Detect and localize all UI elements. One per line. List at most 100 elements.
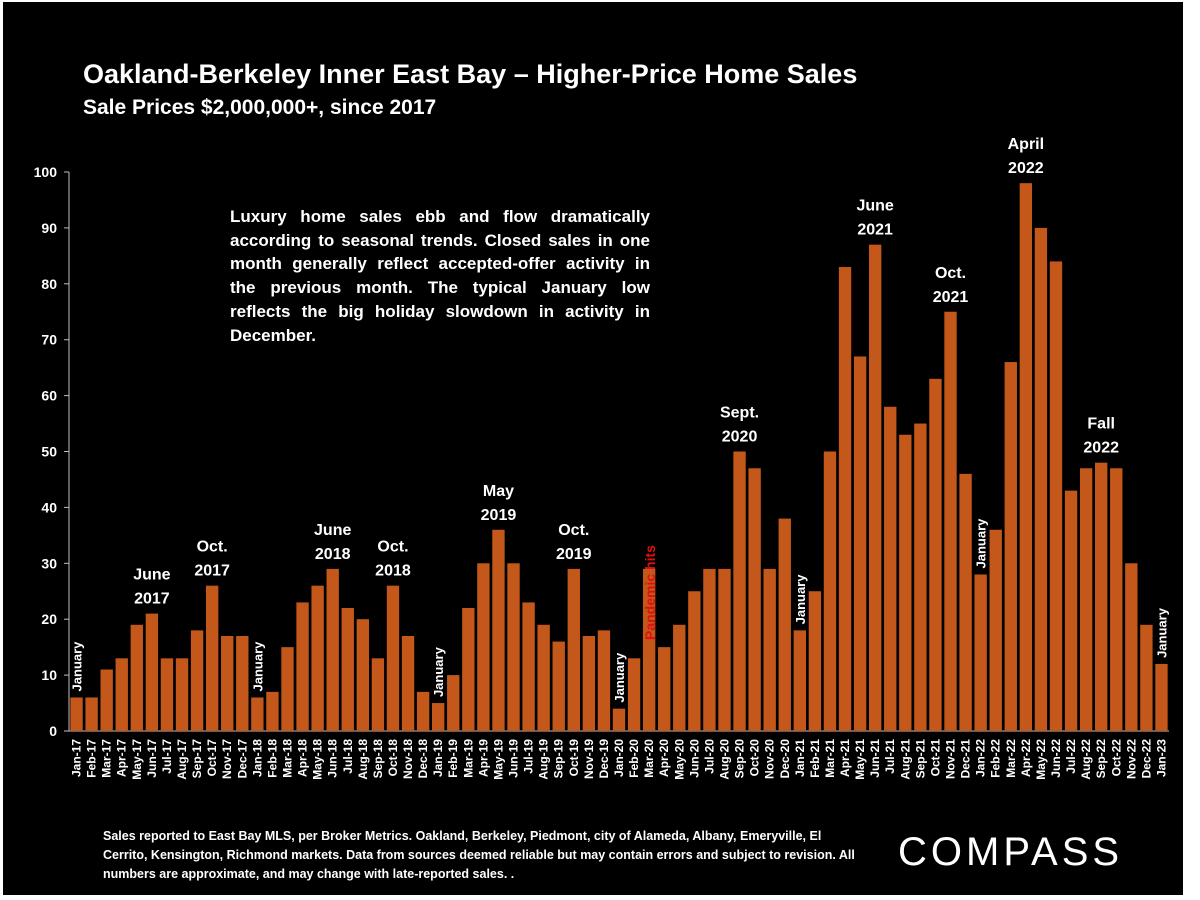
bar — [1004, 362, 1017, 731]
x-tick-label: Jul-20 — [702, 739, 716, 774]
bar — [582, 635, 596, 731]
x-tick-label: Aug-20 — [717, 739, 731, 780]
bar — [567, 568, 580, 731]
bar — [808, 591, 822, 731]
bar-annotation: 2018 — [375, 563, 411, 580]
january-label: January — [250, 641, 265, 692]
bar — [718, 568, 731, 731]
bar — [522, 602, 535, 731]
january-label: January — [70, 641, 85, 692]
bar — [748, 468, 761, 731]
y-tick-label: 70 — [41, 332, 57, 348]
x-tick-label: Apr-18 — [296, 739, 310, 777]
y-tick-label: 10 — [41, 667, 57, 683]
chart-note: Luxury home sales ebb and flow dramatica… — [230, 207, 650, 345]
bar-annotation: 2022 — [1083, 440, 1119, 457]
bar — [85, 697, 98, 731]
bar-annotation: Oct. — [197, 539, 228, 556]
bar — [221, 635, 234, 731]
bar — [974, 574, 987, 731]
bar — [507, 563, 520, 731]
x-tick-label: Mar-18 — [280, 739, 294, 778]
bar — [1034, 227, 1048, 731]
y-tick-label: 100 — [34, 164, 58, 180]
bar — [416, 691, 430, 731]
x-tick-label: Jul-18 — [341, 739, 355, 774]
x-tick-label: Dec-19 — [597, 739, 611, 779]
bar — [989, 529, 1002, 731]
bar-annotation: June — [133, 567, 170, 584]
bar-annotation: 2018 — [315, 546, 351, 563]
x-tick-label: Apr-22 — [1019, 739, 1033, 777]
bar — [1079, 468, 1093, 731]
x-tick-label: Nov-19 — [582, 739, 596, 779]
x-tick-label: Jan-19 — [431, 739, 445, 777]
x-tick-label: Jul-19 — [522, 739, 536, 774]
january-label: January — [1154, 607, 1169, 658]
bar — [341, 608, 354, 731]
bar — [642, 568, 656, 731]
bar — [868, 244, 882, 732]
y-tick-label: 40 — [41, 499, 57, 515]
bar — [1155, 663, 1168, 731]
x-tick-label: Mar-17 — [100, 739, 114, 778]
bar — [447, 675, 460, 731]
bar — [296, 602, 309, 731]
x-tick-label: Dec-17 — [235, 739, 249, 779]
bar — [823, 451, 837, 731]
bar-annotation: 2021 — [857, 222, 893, 239]
x-tick-label: Dec-18 — [416, 739, 430, 779]
source-footnote: Sales reported to East Bay MLS, per Brok… — [103, 829, 855, 881]
x-tick-label: Feb-19 — [446, 739, 460, 778]
x-tick-label: Jul-17 — [160, 739, 174, 774]
bar — [733, 451, 746, 731]
bar-annotation: 2022 — [1008, 160, 1044, 177]
x-tick-label: May-17 — [130, 739, 144, 780]
x-tick-label: Jun-18 — [326, 739, 340, 778]
y-tick-label: 0 — [49, 723, 57, 739]
bar — [100, 669, 113, 731]
x-tick-label: Feb-17 — [85, 739, 99, 778]
x-tick-label: Jan-21 — [793, 739, 807, 777]
x-tick-label: Feb-20 — [627, 739, 641, 778]
x-tick-label: Jul-21 — [883, 739, 897, 774]
bar — [793, 630, 806, 731]
bar — [432, 703, 445, 731]
january-label: January — [793, 574, 808, 625]
y-tick-label: 20 — [41, 611, 57, 627]
bar — [627, 658, 641, 731]
bar-chart: 0 10 20 30 40 50 60 70 80 90 100 Jan-17 Feb-17 Mar-17… — [34, 136, 1170, 780]
bar-annotation: June — [856, 198, 893, 215]
x-tick-label: Mar-21 — [823, 739, 837, 778]
bar — [929, 378, 942, 731]
bar — [462, 608, 475, 731]
bar — [1064, 490, 1078, 731]
x-tick-label: Feb-22 — [989, 739, 1003, 778]
x-tick-label: Oct-17 — [205, 739, 219, 777]
x-tick-label: Sep-21 — [913, 739, 927, 779]
bar — [160, 658, 174, 731]
bar-annotation: Oct. — [935, 265, 966, 282]
bar — [130, 624, 143, 731]
x-tick-label: Dec-20 — [778, 739, 792, 779]
bar — [477, 563, 490, 731]
x-tick-label: Jan-23 — [1154, 739, 1168, 777]
bar-annotation: 2019 — [556, 546, 592, 563]
x-tick-label: Nov-17 — [220, 739, 234, 779]
y-tick-label: 90 — [41, 220, 57, 236]
bar-annotation: Sept. — [720, 405, 759, 422]
x-tick-label: Apr-17 — [115, 739, 129, 777]
x-tick-label: May-19 — [491, 739, 505, 780]
bar-annotation: 2017 — [134, 591, 170, 608]
bar — [1140, 624, 1153, 731]
x-tick-label: Jun-19 — [507, 739, 521, 778]
bar-annotation: 2021 — [933, 289, 969, 306]
bar-annotation: Fall — [1087, 416, 1115, 433]
bar — [1110, 468, 1123, 731]
chart-subtitle: Sale Prices $2,000,000+, since 2017 — [83, 96, 437, 119]
x-tick-label: Oct-22 — [1109, 739, 1123, 777]
x-tick-label: Aug-18 — [356, 739, 370, 780]
bar-annotation: 2019 — [481, 507, 517, 524]
bar — [899, 434, 912, 731]
bar — [537, 624, 550, 731]
